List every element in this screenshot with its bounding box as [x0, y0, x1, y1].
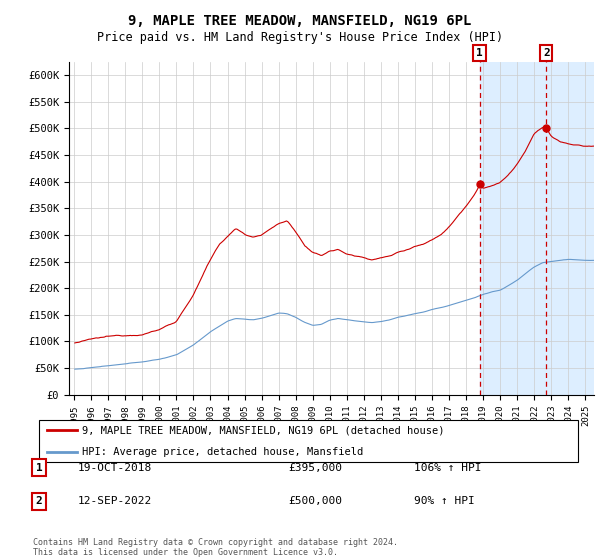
Text: 19-OCT-2018: 19-OCT-2018: [78, 463, 152, 473]
Text: 2: 2: [543, 48, 550, 58]
Text: 12-SEP-2022: 12-SEP-2022: [78, 496, 152, 506]
Text: Contains HM Land Registry data © Crown copyright and database right 2024.
This d: Contains HM Land Registry data © Crown c…: [33, 538, 398, 557]
Text: HPI: Average price, detached house, Mansfield: HPI: Average price, detached house, Mans…: [82, 447, 364, 457]
Text: Price paid vs. HM Land Registry's House Price Index (HPI): Price paid vs. HM Land Registry's House …: [97, 31, 503, 44]
Text: 2: 2: [35, 496, 43, 506]
Text: 1: 1: [35, 463, 43, 473]
Text: 9, MAPLE TREE MEADOW, MANSFIELD, NG19 6PL (detached house): 9, MAPLE TREE MEADOW, MANSFIELD, NG19 6P…: [82, 425, 445, 435]
Text: £395,000: £395,000: [288, 463, 342, 473]
Text: 9, MAPLE TREE MEADOW, MANSFIELD, NG19 6PL: 9, MAPLE TREE MEADOW, MANSFIELD, NG19 6P…: [128, 14, 472, 28]
Text: 90% ↑ HPI: 90% ↑ HPI: [414, 496, 475, 506]
Text: £500,000: £500,000: [288, 496, 342, 506]
Bar: [479, 62, 594, 395]
Text: 1: 1: [476, 48, 483, 58]
FancyBboxPatch shape: [39, 419, 578, 463]
Text: 106% ↑ HPI: 106% ↑ HPI: [414, 463, 481, 473]
